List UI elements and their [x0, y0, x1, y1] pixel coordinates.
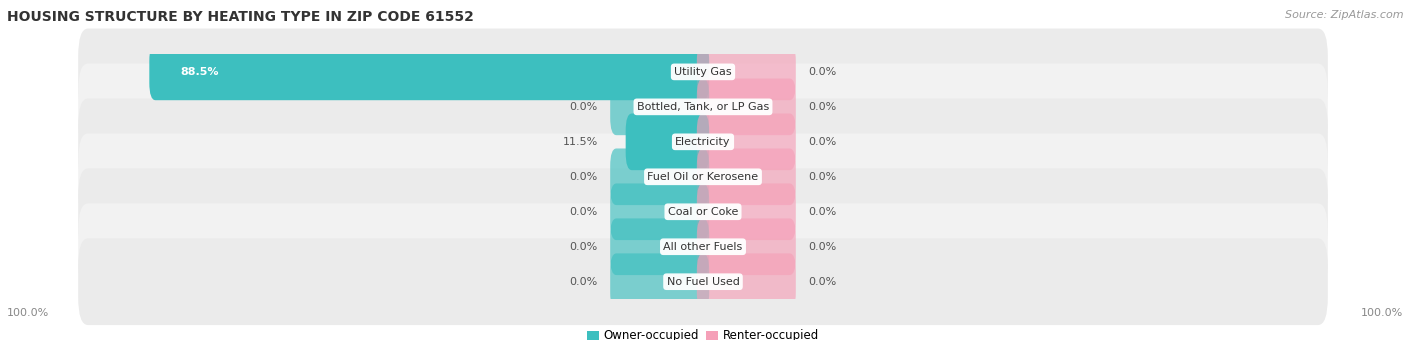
Text: 88.5%: 88.5%	[180, 67, 219, 77]
FancyBboxPatch shape	[79, 99, 1327, 185]
FancyBboxPatch shape	[697, 253, 796, 310]
Legend: Owner-occupied, Renter-occupied: Owner-occupied, Renter-occupied	[582, 325, 824, 340]
Text: 0.0%: 0.0%	[808, 277, 837, 287]
FancyBboxPatch shape	[149, 44, 709, 100]
Text: 0.0%: 0.0%	[569, 172, 598, 182]
Text: Source: ZipAtlas.com: Source: ZipAtlas.com	[1285, 10, 1403, 20]
Text: HOUSING STRUCTURE BY HEATING TYPE IN ZIP CODE 61552: HOUSING STRUCTURE BY HEATING TYPE IN ZIP…	[7, 10, 474, 24]
FancyBboxPatch shape	[697, 149, 796, 205]
FancyBboxPatch shape	[697, 79, 796, 135]
Text: 0.0%: 0.0%	[808, 102, 837, 112]
Text: 0.0%: 0.0%	[569, 277, 598, 287]
Text: All other Fuels: All other Fuels	[664, 242, 742, 252]
FancyBboxPatch shape	[79, 203, 1327, 290]
FancyBboxPatch shape	[697, 44, 796, 100]
FancyBboxPatch shape	[697, 184, 796, 240]
FancyBboxPatch shape	[610, 184, 709, 240]
Text: 100.0%: 100.0%	[1361, 308, 1403, 318]
FancyBboxPatch shape	[79, 238, 1327, 325]
Text: 0.0%: 0.0%	[808, 207, 837, 217]
FancyBboxPatch shape	[697, 218, 796, 275]
Text: 0.0%: 0.0%	[808, 137, 837, 147]
FancyBboxPatch shape	[610, 79, 709, 135]
FancyBboxPatch shape	[610, 253, 709, 310]
Text: Fuel Oil or Kerosene: Fuel Oil or Kerosene	[647, 172, 759, 182]
FancyBboxPatch shape	[697, 114, 796, 170]
Text: 0.0%: 0.0%	[569, 102, 598, 112]
Text: Bottled, Tank, or LP Gas: Bottled, Tank, or LP Gas	[637, 102, 769, 112]
Text: Utility Gas: Utility Gas	[675, 67, 731, 77]
Text: 0.0%: 0.0%	[808, 67, 837, 77]
Text: 11.5%: 11.5%	[562, 137, 598, 147]
FancyBboxPatch shape	[610, 218, 709, 275]
FancyBboxPatch shape	[79, 64, 1327, 150]
Text: 0.0%: 0.0%	[569, 207, 598, 217]
Text: 0.0%: 0.0%	[569, 242, 598, 252]
FancyBboxPatch shape	[626, 114, 709, 170]
Text: Coal or Coke: Coal or Coke	[668, 207, 738, 217]
Text: 100.0%: 100.0%	[7, 308, 49, 318]
Text: Electricity: Electricity	[675, 137, 731, 147]
Text: No Fuel Used: No Fuel Used	[666, 277, 740, 287]
Text: 0.0%: 0.0%	[808, 172, 837, 182]
FancyBboxPatch shape	[79, 29, 1327, 115]
FancyBboxPatch shape	[610, 149, 709, 205]
FancyBboxPatch shape	[79, 168, 1327, 255]
FancyBboxPatch shape	[79, 133, 1327, 220]
Text: 0.0%: 0.0%	[808, 242, 837, 252]
